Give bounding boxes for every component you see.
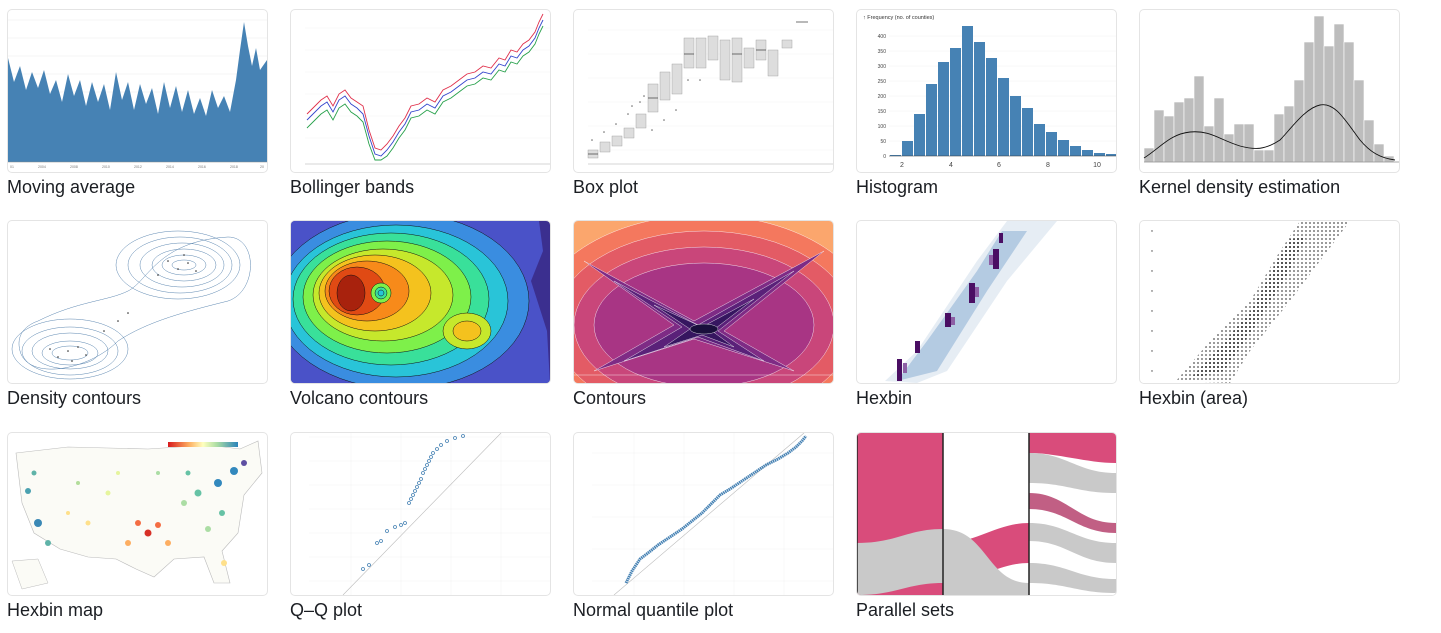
- card-contours[interactable]: Contours: [573, 220, 834, 409]
- thumbnail-qq-plot[interactable]: [290, 432, 551, 596]
- y-tick: 150: [878, 109, 887, 115]
- svg-text:2004: 2004: [38, 165, 46, 169]
- parallel-sets-chart: [857, 433, 1116, 595]
- card-hexbin-map[interactable]: Hexbin map: [7, 432, 268, 621]
- card-label[interactable]: Moving average: [7, 177, 136, 197]
- quantile-points: [624, 435, 808, 584]
- card-hexbin[interactable]: Hexbin: [856, 220, 1117, 409]
- card-label[interactable]: Volcano contours: [290, 388, 429, 408]
- thumbnail-box-plot[interactable]: [573, 9, 834, 173]
- card-histogram[interactable]: ↑ Frequency (no. of counties) 400 350 30…: [856, 9, 1117, 198]
- card-label[interactable]: Density contours: [7, 388, 142, 408]
- bollinger-chart: [305, 13, 550, 165]
- thumbnail-moving-average[interactable]: 01 2004 2008 2010 2012 2014 2016 2018 20: [7, 9, 268, 173]
- thumbnail-kernel-density-estimation[interactable]: [1139, 9, 1400, 173]
- svg-text:2014: 2014: [166, 165, 174, 169]
- card-label[interactable]: Hexbin: [856, 388, 913, 408]
- card-label[interactable]: Parallel sets: [856, 600, 955, 620]
- svg-text:2018: 2018: [230, 165, 238, 169]
- thumbnail-bollinger-bands[interactable]: [290, 9, 551, 173]
- hexbin-area-chart: [1151, 221, 1350, 383]
- card-label[interactable]: Hexbin map: [7, 600, 104, 620]
- upper-band: [306, 13, 544, 151]
- thumbnail-hexbin-map[interactable]: [7, 432, 268, 596]
- thumbnail-histogram[interactable]: ↑ Frequency (no. of counties) 400 350 30…: [856, 9, 1117, 173]
- card-label[interactable]: Bollinger bands: [290, 177, 415, 197]
- thumbnail-parallel-sets[interactable]: [856, 432, 1117, 596]
- y-tick: 50: [880, 139, 886, 145]
- moving-average-chart: 01 2004 2008 2010 2012 2014 2016 2018 20: [8, 19, 267, 169]
- card-kernel-density-estimation[interactable]: Kernel density estimation: [1139, 9, 1400, 198]
- y-tick: 350: [878, 49, 887, 55]
- x-tick: 4: [949, 162, 953, 169]
- card-volcano-contours[interactable]: Volcano contours: [290, 220, 551, 409]
- card-normal-quantile-plot[interactable]: Normal quantile plot: [573, 432, 834, 621]
- histogram-chart: ↑ Frequency (no. of counties) 400 350 30…: [863, 15, 1116, 169]
- y-axis-label: ↑ Frequency (no. of counties): [863, 15, 934, 21]
- kde-chart: [1143, 15, 1399, 163]
- y-tick: 100: [878, 124, 887, 130]
- thumbnail-density-contours[interactable]: [7, 220, 268, 384]
- y-tick: 400: [878, 34, 887, 40]
- card-bollinger-bands[interactable]: Bollinger bands: [290, 9, 551, 198]
- svg-text:2016: 2016: [198, 165, 206, 169]
- card-qq-plot[interactable]: Q–Q plot: [290, 432, 551, 621]
- thumbnail-volcano-contours[interactable]: [290, 220, 551, 384]
- box-plot-chart: [587, 21, 833, 165]
- y-tick: 200: [878, 94, 887, 100]
- card-label[interactable]: Histogram: [856, 177, 939, 197]
- price-line: [306, 19, 544, 157]
- card-density-contours[interactable]: Density contours: [7, 220, 268, 409]
- lower-band: [306, 25, 544, 161]
- card-label[interactable]: Q–Q plot: [290, 600, 363, 620]
- svg-text:2008: 2008: [70, 165, 78, 169]
- density-contours-chart: [11, 230, 251, 380]
- volcano-contours-chart: [291, 221, 550, 383]
- card-label[interactable]: Kernel density estimation: [1139, 177, 1341, 197]
- qq-plot-chart: [309, 433, 550, 595]
- density-curve: [1143, 104, 1396, 161]
- y-tick: 0: [883, 154, 886, 160]
- x-tick: 8: [1046, 162, 1050, 169]
- svg-text:2012: 2012: [134, 165, 142, 169]
- hexbin-chart: [885, 221, 1057, 383]
- x-tick: 6: [997, 162, 1001, 169]
- thumbnail-hexbin[interactable]: [856, 220, 1117, 384]
- svg-text:2010: 2010: [102, 165, 110, 169]
- card-box-plot[interactable]: Box plot: [573, 9, 834, 198]
- svg-text:01: 01: [10, 165, 14, 169]
- hexbin-map-chart: [11, 440, 263, 590]
- thumbnail-contours[interactable]: [573, 220, 834, 384]
- x-tick: 10: [1093, 162, 1101, 169]
- card-label[interactable]: Hexbin (area): [1139, 388, 1249, 408]
- thumbnail-normal-quantile-plot[interactable]: [573, 432, 834, 596]
- card-parallel-sets[interactable]: Parallel sets: [856, 432, 1117, 621]
- card-label[interactable]: Box plot: [573, 177, 639, 197]
- card-hexbin-area[interactable]: Hexbin (area): [1139, 220, 1400, 409]
- x-tick: 2: [900, 162, 904, 169]
- y-tick: 250: [878, 79, 887, 85]
- moving-average-area: [8, 22, 267, 162]
- thumbnail-hexbin-area[interactable]: [1139, 220, 1400, 384]
- normal-quantile-chart: [592, 433, 833, 595]
- svg-text:20: 20: [260, 165, 264, 169]
- contours-chart: [574, 221, 833, 383]
- y-tick: 300: [878, 64, 887, 70]
- card-label[interactable]: Normal quantile plot: [573, 600, 734, 620]
- card-label[interactable]: Contours: [573, 388, 647, 408]
- card-moving-average[interactable]: 01 2004 2008 2010 2012 2014 2016 2018 20 Movin…: [7, 9, 268, 198]
